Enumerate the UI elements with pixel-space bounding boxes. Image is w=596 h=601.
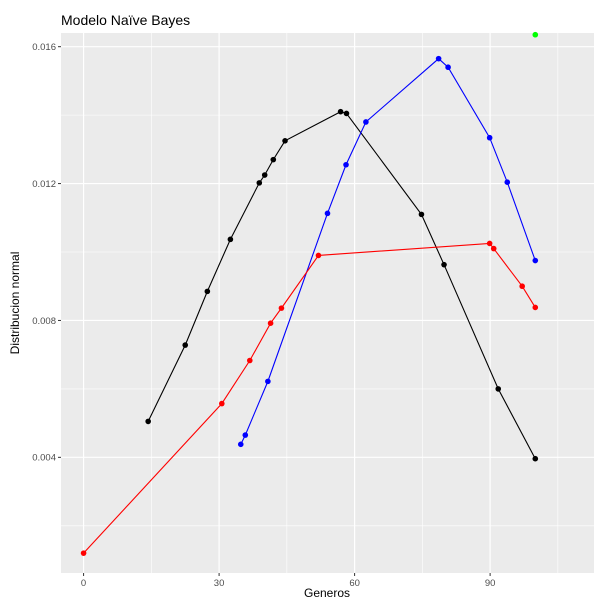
data-point [337,108,344,115]
plot-panel [61,33,594,573]
data-point [256,180,263,186]
x-tick-label: 0 [81,578,86,589]
series-0 [145,108,539,462]
y-tick-label: 0.004 [32,453,56,464]
data-point [265,378,271,385]
series-2 [80,240,539,556]
data-point [418,211,425,218]
data-point [445,64,451,71]
x-tick-label: 90 [485,578,496,589]
data-point [219,400,225,407]
series-1 [237,55,539,448]
data-point [532,31,539,38]
x-axis-title: Generos [304,586,350,600]
data-point [315,252,322,259]
data-point [486,240,493,247]
data-point [270,156,277,163]
series-line [83,242,536,554]
data-point [435,55,442,62]
data-point [324,210,331,217]
series-3 [532,31,539,38]
data-point [495,386,502,392]
data-point [182,342,189,348]
y-tick-label: 0.012 [32,179,56,190]
data-point [261,172,268,178]
data-point [490,245,497,252]
x-axis: 0 30 60 90 [81,573,495,589]
data-point [363,119,369,125]
data-point [282,137,288,144]
data-point [278,305,285,311]
y-axis: 0.004 0.008 0.012 0.016 [32,42,61,464]
data-point [267,320,274,326]
chart-title: Modelo Naïve Bayes [61,12,190,28]
data-point [247,357,253,364]
data-point [343,110,350,117]
data-point [145,418,151,425]
data-point [486,134,493,141]
grid-major [61,33,594,573]
y-axis-title: Distribucion normal [8,252,22,355]
data-point [343,161,349,168]
x-tick-label: 60 [349,578,360,589]
data-point [532,304,539,311]
data-point [532,257,539,264]
series-layer [80,31,539,556]
x-tick-label: 30 [214,578,225,589]
data-point [441,261,447,268]
series-line [147,111,536,459]
data-point [519,283,525,290]
data-point [227,236,234,243]
data-point [204,288,211,295]
data-point [80,550,87,556]
data-point [504,179,511,186]
data-point [237,441,244,448]
y-tick-label: 0.016 [32,42,56,53]
data-point [242,432,249,438]
grid-minor [61,33,594,573]
y-tick-label: 0.008 [32,316,56,327]
data-point [532,455,539,462]
